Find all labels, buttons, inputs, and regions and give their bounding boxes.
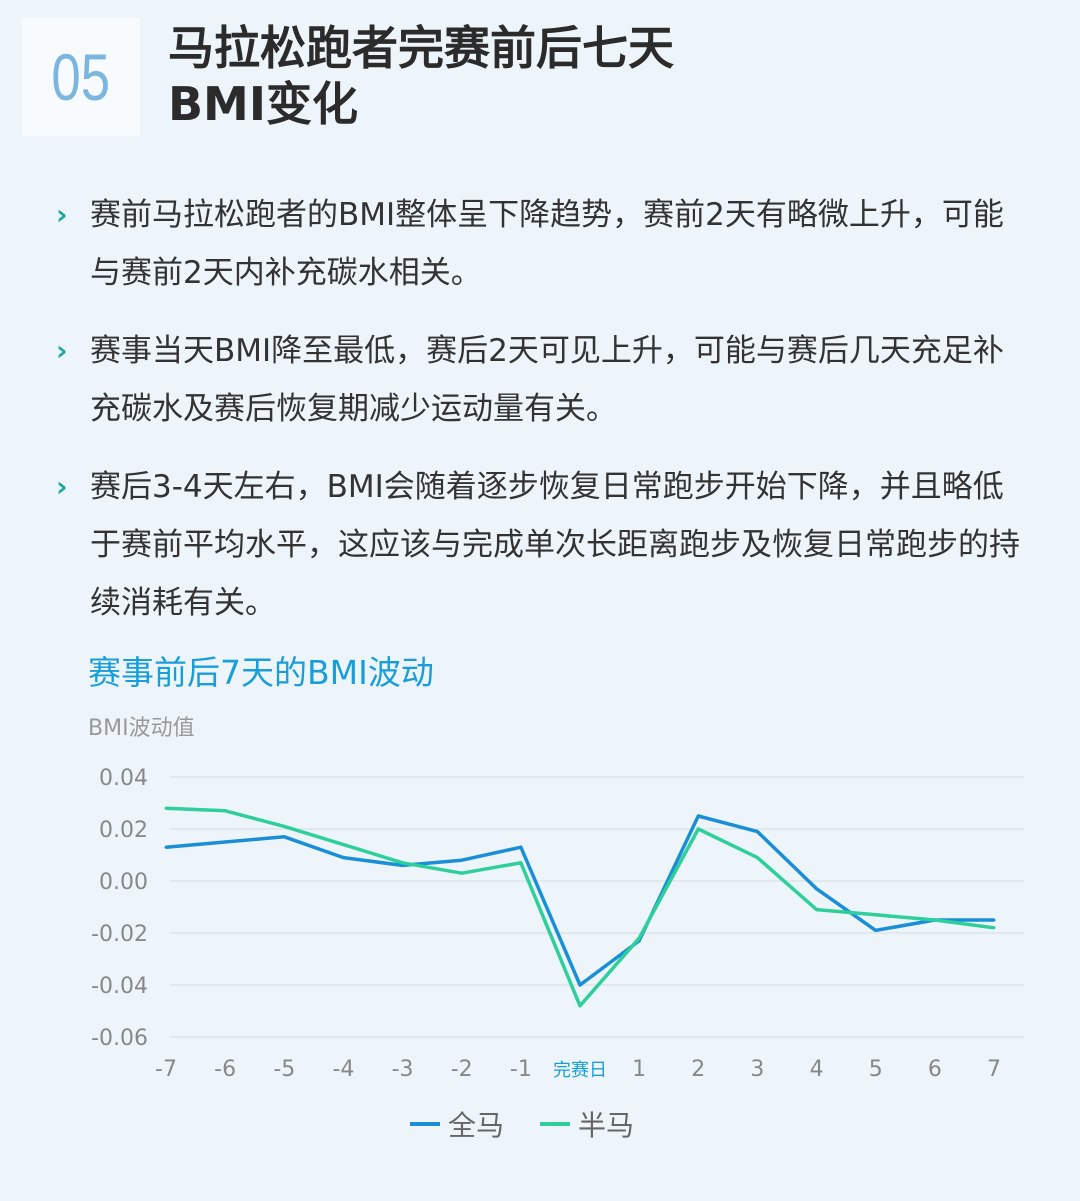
x-tick-label: 3 bbox=[750, 1057, 764, 1082]
data-point bbox=[696, 814, 700, 818]
chevron-right-icon: › bbox=[56, 334, 68, 367]
bullet-text: 赛后3-4天左右，BMI会随着逐步恢复日常跑步开始下降，并且略低于赛前平均水平，… bbox=[90, 469, 1020, 621]
chart-title: 赛事前后7天的BMI波动 bbox=[88, 653, 434, 692]
bullet-list: › 赛前马拉松跑者的BMI整体呈下降趋势，赛前2天有略微上升，可能与赛前2天内补充… bbox=[56, 186, 1036, 652]
data-point bbox=[460, 858, 464, 862]
data-point bbox=[696, 827, 700, 831]
x-tick-label: 4 bbox=[810, 1057, 824, 1082]
data-point bbox=[874, 913, 878, 917]
y-axis-label: BMI波动值 bbox=[88, 716, 195, 741]
data-point bbox=[874, 928, 878, 932]
title-line-1: 马拉松跑者完赛前后七天 bbox=[168, 21, 674, 75]
legend-swatch bbox=[540, 1122, 571, 1126]
y-tick-label: -0.02 bbox=[91, 922, 148, 947]
x-tick-label: -7 bbox=[155, 1057, 177, 1082]
data-point bbox=[755, 856, 759, 860]
x-tick-label: -3 bbox=[392, 1057, 414, 1082]
series-line-0 bbox=[165, 814, 994, 987]
x-tick-label: 2 bbox=[691, 1057, 705, 1082]
section-number-box: 05 bbox=[22, 18, 140, 136]
x-tick-label: 7 bbox=[987, 1057, 1001, 1082]
bullet-item: › 赛前马拉松跑者的BMI整体呈下降趋势，赛前2天有略微上升，可能与赛前2天内补充… bbox=[56, 186, 1036, 302]
data-point bbox=[992, 918, 996, 922]
legend-swatch bbox=[410, 1122, 440, 1126]
y-tick-label: 0.00 bbox=[99, 870, 148, 895]
data-point bbox=[519, 861, 523, 865]
data-point bbox=[460, 871, 464, 875]
data-point bbox=[341, 843, 345, 847]
y-tick-label: -0.04 bbox=[91, 974, 148, 999]
data-point bbox=[933, 918, 937, 922]
data-point bbox=[637, 936, 641, 940]
data-point bbox=[282, 824, 286, 828]
data-point bbox=[223, 809, 227, 813]
x-tick-label: 6 bbox=[928, 1057, 942, 1082]
data-point bbox=[815, 887, 819, 891]
bullet-text: 赛事当天BMI降至最低，赛后2天可见上升，可能与赛后几天充足补充碳水及赛后恢复期… bbox=[90, 333, 1004, 427]
data-point bbox=[341, 856, 345, 860]
data-point bbox=[815, 908, 819, 912]
data-point bbox=[578, 1004, 582, 1008]
y-tick-label: 0.02 bbox=[99, 818, 148, 843]
bullet-text: 赛前马拉松跑者的BMI整体呈下降趋势，赛前2天有略微上升，可能与赛前2天内补充碳… bbox=[90, 197, 1004, 291]
data-point bbox=[223, 840, 227, 844]
x-tick-label: -5 bbox=[273, 1057, 295, 1082]
legend: 全马 半马 bbox=[410, 1104, 634, 1144]
x-tick-label: 完赛日 bbox=[553, 1060, 607, 1081]
legend-label: 半马 bbox=[578, 1109, 635, 1142]
data-point bbox=[519, 845, 523, 849]
title-line-2: BMI变化 bbox=[168, 77, 358, 131]
data-point bbox=[282, 835, 286, 839]
section-number: 05 bbox=[51, 40, 111, 114]
bullet-item: › 赛事当天BMI降至最低，赛后2天可见上升，可能与赛后几天充足补充碳水及赛后恢复… bbox=[56, 322, 1036, 438]
data-point bbox=[578, 983, 582, 987]
page-title: 马拉松跑者完赛前后七天 BMI变化 bbox=[168, 20, 674, 132]
legend-label: 全马 bbox=[448, 1109, 505, 1142]
legend-item-full: 全马 bbox=[410, 1104, 504, 1144]
x-tick-label: -1 bbox=[510, 1057, 532, 1082]
chevron-right-icon: › bbox=[56, 198, 68, 231]
x-tick-label: -6 bbox=[214, 1057, 236, 1082]
bullet-item: › 赛后3-4天左右，BMI会随着逐步恢复日常跑步开始下降，并且略低于赛前平均水平… bbox=[56, 458, 1036, 632]
x-tick-label: -2 bbox=[451, 1057, 473, 1082]
y-tick-label: -0.06 bbox=[91, 1026, 148, 1051]
data-point bbox=[992, 926, 996, 930]
x-tick-label: 5 bbox=[869, 1057, 883, 1082]
data-point bbox=[755, 830, 759, 834]
data-point bbox=[164, 845, 168, 849]
data-point bbox=[401, 861, 405, 865]
x-tick-label: 1 bbox=[632, 1057, 646, 1082]
y-tick-label: 0.04 bbox=[99, 766, 148, 791]
chevron-right-icon: › bbox=[56, 470, 68, 503]
legend-item-half: 半马 bbox=[540, 1104, 634, 1144]
data-point bbox=[164, 806, 168, 810]
x-tick-label: -4 bbox=[332, 1057, 354, 1082]
